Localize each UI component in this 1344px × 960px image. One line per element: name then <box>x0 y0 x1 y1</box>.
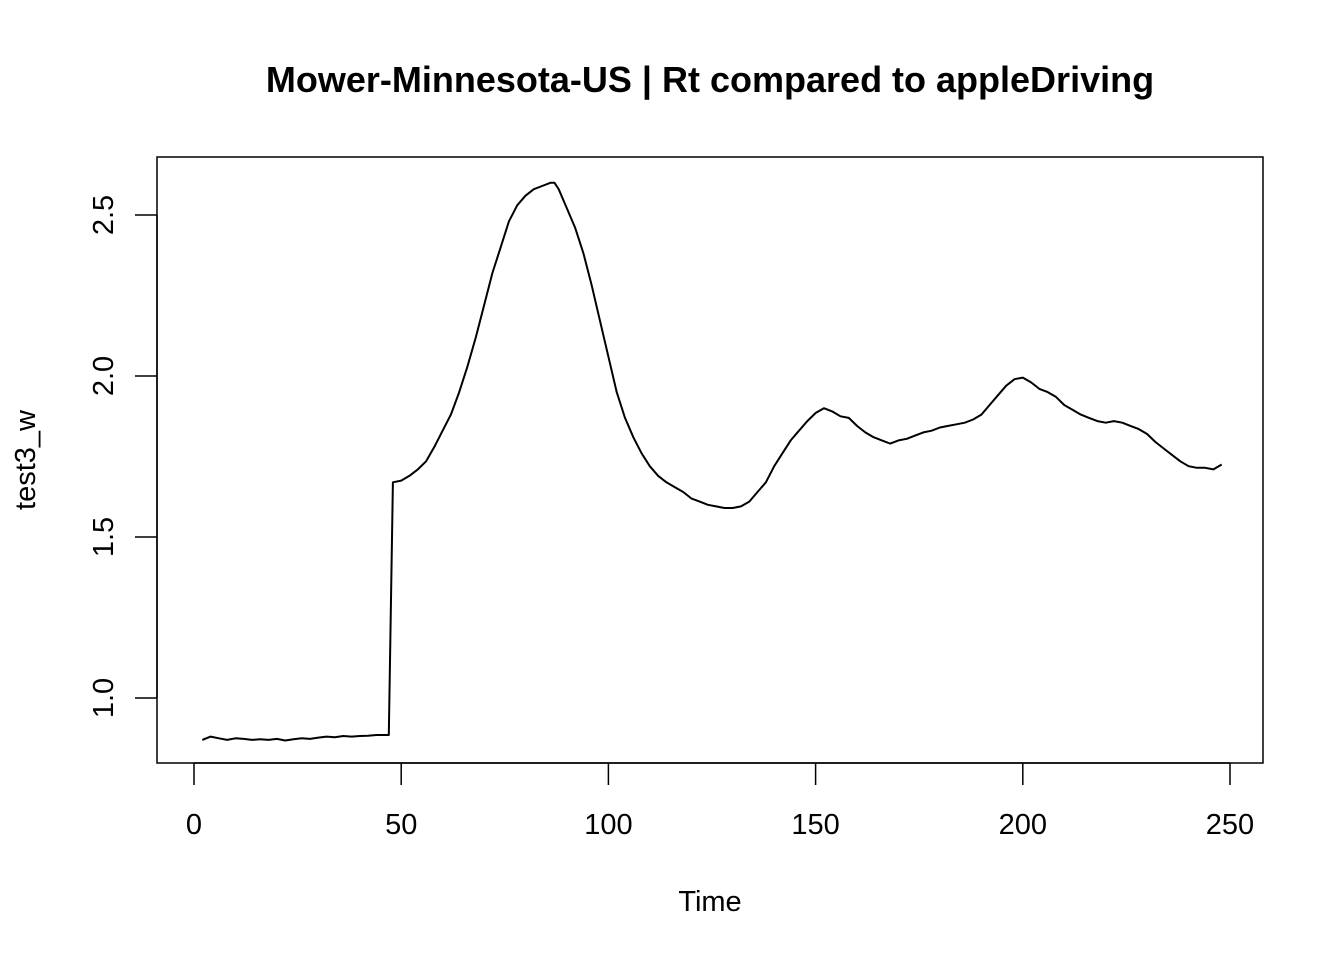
y-tick-label: 2.5 <box>88 195 120 235</box>
x-axis: 0 50 100 150 200 250 <box>186 762 1254 841</box>
x-tick-label: 0 <box>186 809 202 841</box>
series-line <box>201 181 1223 742</box>
x-tick-label: 150 <box>791 809 839 841</box>
chart-title: Mower-Minnesota-US | Rt compared to appl… <box>266 59 1154 101</box>
y-tick-label: 1.5 <box>88 517 120 557</box>
x-tick-label: 50 <box>385 809 417 841</box>
y-axis: 1.0 1.5 2.0 2.5 <box>88 195 158 718</box>
plot-frame <box>156 156 1264 764</box>
x-axis-label: Time <box>678 886 741 918</box>
y-tick-label: 2.0 <box>88 356 120 396</box>
x-tick-label: 250 <box>1206 809 1254 841</box>
y-tick-label: 1.0 <box>88 678 120 718</box>
x-tick-label: 200 <box>999 809 1047 841</box>
x-tick-label: 100 <box>584 809 632 841</box>
y-axis-label: test3_w <box>10 409 42 510</box>
